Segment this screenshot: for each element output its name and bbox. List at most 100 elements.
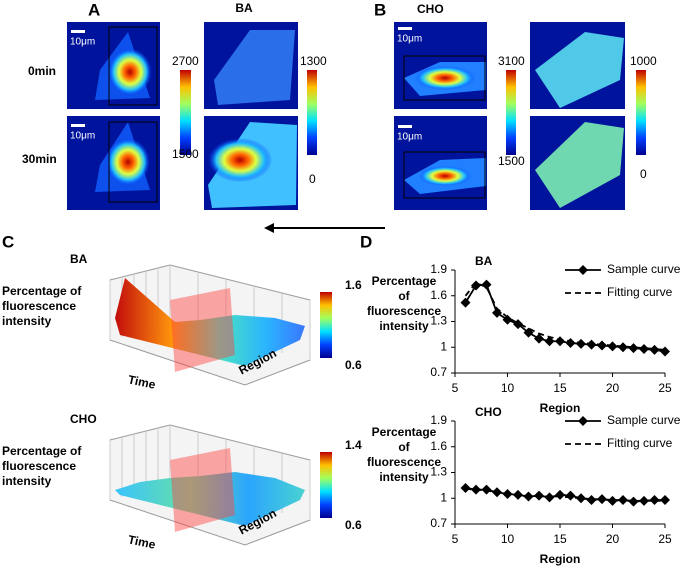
scale-label: 10μm [70, 37, 95, 48]
x-tick-label: 5 [452, 381, 459, 395]
x-axis-label: Region [540, 401, 581, 415]
line-chart: 0.7 1 1.3 1.6 1.9 5 10 15 20 25 BA Percentageoffluo… [367, 254, 681, 415]
scale-label: 10μm [397, 34, 422, 45]
marker [481, 279, 492, 290]
legend-label: Sample curve [607, 413, 681, 427]
colorbar-label: 1300 [300, 54, 327, 68]
x-axis-label: Region [540, 552, 581, 566]
y-tick-label: 1.3 [430, 314, 447, 328]
y-axis-label: fluorescence [367, 304, 441, 318]
series-line [464, 281, 666, 351]
marker [544, 336, 555, 347]
panel-label: D [360, 232, 372, 251]
y-tick-label: 1 [440, 490, 447, 504]
roi-box [403, 151, 486, 199]
y-tick-label: 0.7 [430, 516, 447, 530]
scale-bar [71, 30, 85, 33]
scale-label: 10μm [397, 132, 422, 143]
x-tick-label: 25 [658, 381, 672, 395]
marker [576, 493, 586, 504]
marker [565, 337, 576, 348]
x-tick-label: 10 [501, 532, 515, 546]
line-chart: 0.7 1 1.3 1.6 1.9 5 10 15 20 25 CHO Percentageofflu… [367, 405, 681, 566]
x-axis-label: Time [127, 532, 157, 552]
y-axis-label: intensity [379, 470, 429, 484]
colorbar-label: 1500 [498, 154, 525, 168]
marker [460, 482, 471, 493]
red-plane [170, 448, 235, 532]
chart-title: BA [475, 254, 493, 268]
colorbar-label: 0.6 [345, 358, 362, 372]
colorbar-label: 1500 [172, 147, 199, 161]
scale-label: 10μm [70, 131, 95, 142]
hotspot [419, 166, 471, 186]
y-tick-label: 1.9 [430, 413, 447, 427]
surface [115, 278, 305, 366]
marker [555, 489, 565, 500]
marker [534, 333, 544, 344]
marker [628, 496, 639, 507]
x-axis-label: Time [127, 372, 157, 392]
colorbar [506, 70, 516, 155]
x-tick-label: 25 [658, 532, 672, 546]
colorbar-label: 0 [640, 167, 647, 181]
panel-label: B [374, 0, 386, 19]
panel-a: A BA 0min 30min 10μm 10μm 2700 1500 1300… [22, 0, 327, 210]
marker [586, 494, 597, 505]
marker [597, 494, 607, 505]
colorbar [307, 70, 317, 155]
row-label: 30min [22, 152, 57, 166]
y-tick-label: 1.6 [430, 288, 447, 302]
panel-title: BA [235, 1, 253, 15]
legend-label: Fitting curve [607, 436, 673, 450]
marker [649, 344, 660, 355]
colorbar [320, 452, 332, 518]
colorbar-label: 1.6 [345, 278, 362, 292]
chart-title: CHO [475, 405, 502, 419]
colorbar [636, 70, 646, 155]
row-label: 0min [28, 64, 56, 78]
x-tick-label: 20 [606, 532, 620, 546]
cell [535, 32, 624, 108]
y-tick-label: 1 [440, 339, 447, 353]
marker [565, 490, 576, 501]
x-tick-label: 15 [553, 532, 567, 546]
colorbar-label: 3100 [498, 54, 525, 68]
surface [115, 472, 305, 526]
y-axis-label: Percentage [372, 425, 437, 439]
marker [639, 495, 649, 506]
marker [660, 346, 670, 357]
marker [555, 336, 565, 347]
y-axis-label: intensity [2, 474, 52, 488]
y-tick-label: 1.3 [430, 465, 447, 479]
y-axis-label: intensity [2, 314, 52, 328]
roi-box [108, 121, 158, 203]
panel-label: C [2, 232, 14, 251]
marker [639, 343, 649, 354]
colorbar [180, 70, 191, 155]
cell [535, 122, 624, 208]
arrow [264, 223, 385, 233]
panel-label: A [88, 0, 100, 19]
legend-marker [578, 265, 588, 275]
series-line [465, 487, 665, 502]
scale-bar [398, 125, 412, 128]
x-tick-label: 20 [606, 381, 620, 395]
y-axis-label: intensity [379, 319, 429, 333]
scale-bar [398, 27, 412, 30]
y-axis-label: fluorescence [2, 299, 76, 313]
y-axis-label: fluorescence [367, 455, 441, 469]
x-tick-label: 15 [553, 381, 567, 395]
marker [628, 343, 639, 354]
y-axis-label: fluorescence [2, 459, 76, 473]
marker [618, 494, 628, 505]
marker [471, 280, 481, 291]
hotspot [208, 138, 272, 182]
scale-bar [71, 124, 85, 127]
roi-box [108, 26, 158, 106]
colorbar-label: 0 [309, 172, 316, 186]
cell [214, 30, 295, 105]
hotspot [415, 66, 475, 90]
x-tick-label: 10 [501, 381, 515, 395]
